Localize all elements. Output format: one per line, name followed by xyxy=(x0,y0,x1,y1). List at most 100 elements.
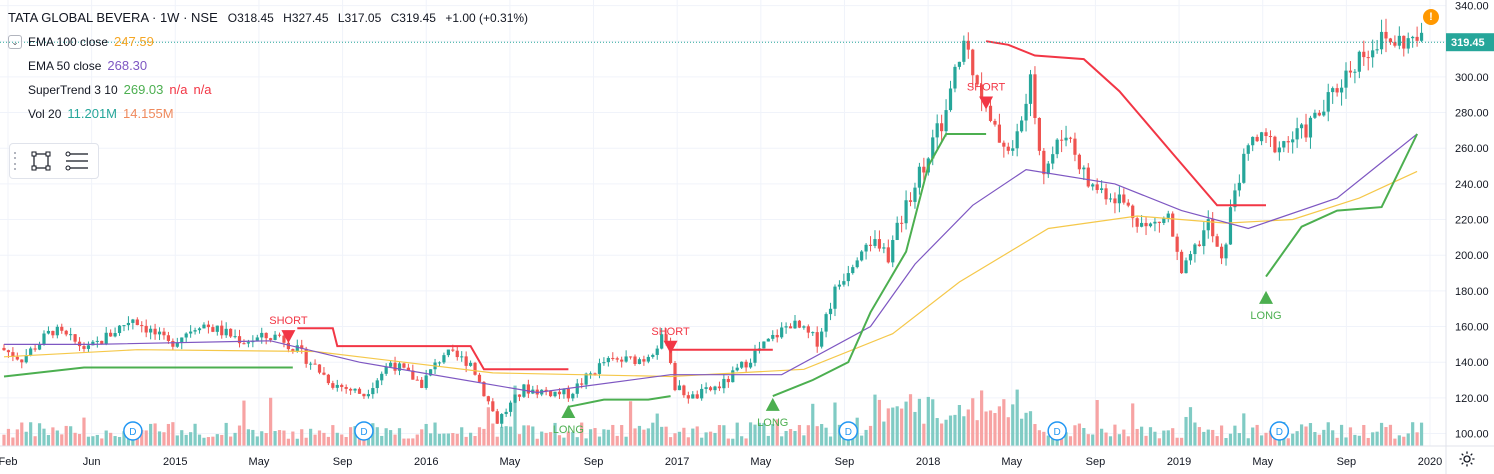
candle-body xyxy=(322,372,326,375)
candle-body xyxy=(917,166,922,188)
volume-bar xyxy=(971,398,975,446)
candle-body xyxy=(1411,36,1415,39)
time-tick-label: Sep xyxy=(333,456,353,468)
volume-bar xyxy=(122,431,126,446)
volume-bar xyxy=(140,429,144,446)
candle-body xyxy=(1228,207,1233,245)
candle-body xyxy=(771,334,775,339)
volume-bar xyxy=(340,434,344,446)
volume-bar xyxy=(273,431,277,446)
candle-body xyxy=(193,330,197,332)
settings-gear-icon[interactable] xyxy=(1458,450,1476,468)
candle-body xyxy=(1397,35,1401,46)
volume-bar xyxy=(455,433,459,446)
volume-bar xyxy=(1002,399,1006,446)
candle-body xyxy=(713,386,717,391)
candle-body xyxy=(580,383,584,385)
volume-bar xyxy=(731,438,735,446)
volume-bar xyxy=(100,438,104,446)
volume-bar xyxy=(717,425,722,446)
volume-bar xyxy=(491,423,495,446)
candle-body xyxy=(1166,213,1170,218)
long-signal-label: LONG xyxy=(553,424,584,436)
volume-bar xyxy=(1024,412,1028,446)
candle-body xyxy=(1286,141,1290,143)
dividend-icon[interactable] xyxy=(1269,421,1290,441)
volume-bar xyxy=(1322,429,1326,446)
candle-body xyxy=(1251,136,1255,146)
volume-bar xyxy=(757,422,762,446)
volume-bar xyxy=(624,436,628,446)
long-signal-arrow xyxy=(561,404,576,418)
candle-body xyxy=(868,244,873,246)
candle-body xyxy=(442,355,446,363)
volume-bar xyxy=(464,436,468,446)
volume-bar xyxy=(189,432,193,446)
indicator-volume[interactable]: Vol 20 11.201M 14.155M xyxy=(8,102,528,126)
supertrend-up-line xyxy=(1265,133,1418,278)
dividend-icon[interactable] xyxy=(838,421,859,441)
short-signal-arrow xyxy=(663,340,678,354)
volume-bar xyxy=(375,427,379,446)
volume-bar xyxy=(309,428,313,446)
volume-bar xyxy=(77,434,82,446)
dividend-icon[interactable] xyxy=(123,421,143,441)
candle-body xyxy=(642,359,646,362)
volume-bar xyxy=(811,403,815,446)
candle-body xyxy=(548,391,553,397)
volume-bar xyxy=(775,419,779,446)
volume-bar xyxy=(1242,413,1246,446)
volume-bar xyxy=(531,426,535,446)
candle-body xyxy=(340,384,344,388)
indicator-name: Vol 20 xyxy=(28,107,62,121)
candle-body xyxy=(1073,138,1077,155)
volume-bar xyxy=(1082,427,1086,446)
volume-bar xyxy=(575,437,579,446)
candle-body xyxy=(415,379,419,381)
volume-bar xyxy=(6,428,11,446)
candle-body xyxy=(611,357,615,359)
candle-body xyxy=(344,387,348,389)
volume-bar xyxy=(1148,427,1153,446)
volume-bar xyxy=(460,427,464,446)
candle-body xyxy=(828,308,833,315)
candle-body xyxy=(1335,88,1339,93)
volume-bar xyxy=(1131,403,1135,446)
candle-body xyxy=(1028,74,1033,104)
candle-body xyxy=(1193,244,1197,255)
volume-bar xyxy=(824,427,828,446)
dividend-icon[interactable] xyxy=(354,421,374,441)
volume-bar xyxy=(584,438,588,446)
rectangle-tool-button[interactable] xyxy=(28,148,54,174)
symbol-title[interactable]: TATA GLOBAL BEVERA · 1W · NSE xyxy=(8,10,218,25)
candle-body xyxy=(1211,219,1215,237)
volume-bar xyxy=(1175,437,1179,446)
alert-icon[interactable]: ! xyxy=(1423,9,1439,25)
candle-body xyxy=(1348,70,1353,73)
volume-bar xyxy=(784,430,788,446)
volume-bar xyxy=(1379,422,1384,446)
supertrend-down-line xyxy=(985,40,1266,207)
volume-bar xyxy=(349,427,353,446)
candle-body xyxy=(726,378,730,383)
volume-bar xyxy=(424,423,428,446)
dividend-icon[interactable] xyxy=(1047,421,1067,441)
candle-body xyxy=(1037,117,1041,151)
volume-bar xyxy=(215,434,219,446)
volume-bar xyxy=(975,420,979,446)
candle-body xyxy=(175,342,179,347)
volume-bar xyxy=(553,422,557,446)
collapse-chevron-icon[interactable]: ⌄ xyxy=(8,35,22,49)
indicator-supertrend[interactable]: SuperTrend 3 10 269.03 n/a n/a xyxy=(8,78,528,102)
lines-tool-button[interactable] xyxy=(64,148,90,174)
indicator-ema100[interactable]: ⌄ EMA 100 close 247.59 xyxy=(8,30,528,54)
indicator-ema50[interactable]: EMA 50 close 268.30 xyxy=(8,54,528,78)
volume-bar xyxy=(713,432,717,446)
volume-bar xyxy=(224,422,228,446)
indicator-value: 268.30 xyxy=(107,58,148,73)
short-signal-arrow xyxy=(979,96,994,110)
candle-body xyxy=(6,350,11,353)
drag-handle[interactable] xyxy=(14,152,18,170)
volume-bar xyxy=(562,437,566,446)
